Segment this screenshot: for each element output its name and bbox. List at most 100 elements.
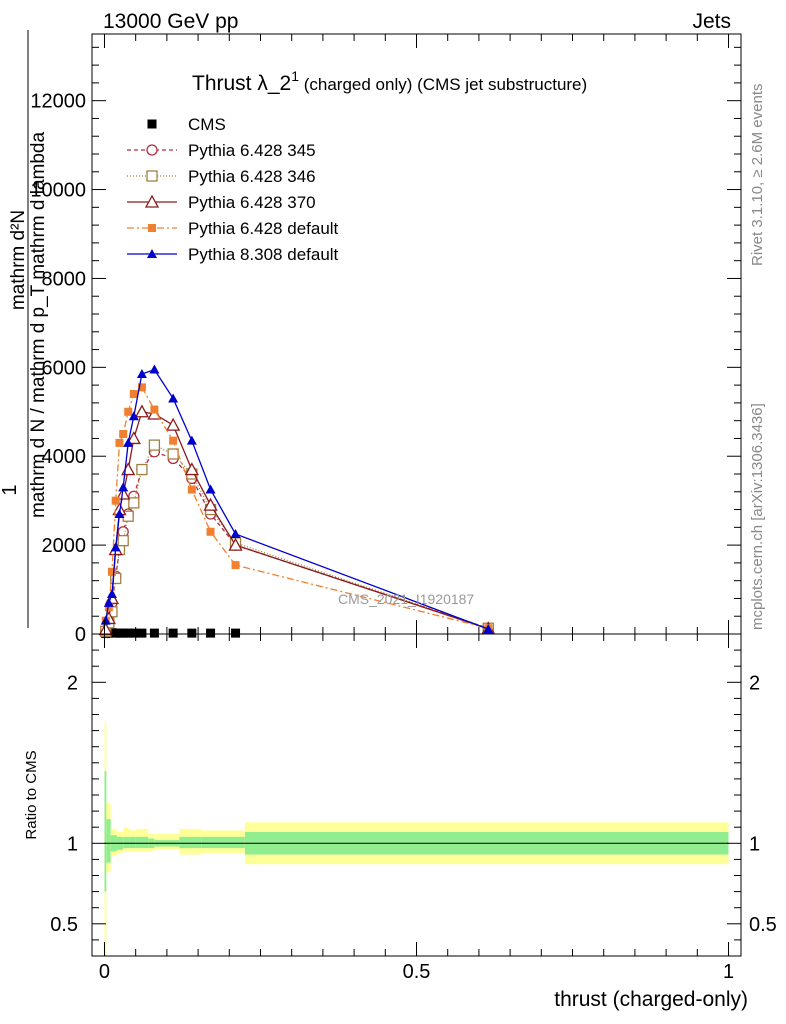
process-label: Jets bbox=[692, 10, 731, 33]
series-p8def bbox=[100, 364, 494, 634]
data-point-cms bbox=[231, 628, 241, 638]
data-point-p8def bbox=[128, 411, 139, 421]
chart-title: Thrust λ_21 (charged only) (CMS jet subs… bbox=[192, 68, 587, 95]
data-point-p6def bbox=[111, 496, 120, 505]
legend-label: Pythia 6.428 370 bbox=[188, 193, 316, 212]
title-main: Thrust λ_2 bbox=[192, 72, 291, 95]
data-point-p8def bbox=[230, 529, 241, 538]
data-point-p8def bbox=[123, 437, 134, 447]
main-ytick-label: 6000 bbox=[42, 357, 87, 379]
ratio-ytick-label: 0.5 bbox=[50, 914, 78, 936]
data-point-p370 bbox=[116, 486, 131, 500]
x-tick-label: 1 bbox=[723, 961, 734, 983]
main-ylabel-denominator: mathrm d N / mathrm d p_T mathrm d lambd… bbox=[28, 132, 49, 519]
legend-item-p6def: Pythia 6.428 default bbox=[127, 219, 339, 238]
legend-item-p345: Pythia 6.428 345 bbox=[127, 141, 316, 160]
ratio-ytick-label: 2 bbox=[67, 672, 78, 694]
data-point-p8def bbox=[136, 369, 147, 378]
legend-marker bbox=[147, 119, 157, 129]
data-point-cms bbox=[137, 628, 147, 638]
data-point-cms bbox=[206, 628, 216, 638]
ratio-ytick-label: 1 bbox=[67, 833, 78, 855]
main-ylabel-numerator: mathrm d²N bbox=[8, 210, 29, 310]
legend-marker bbox=[146, 170, 158, 182]
title-rest: (charged only) (CMS jet substructure) bbox=[299, 75, 587, 94]
data-point-p346 bbox=[136, 463, 148, 476]
data-point-p370 bbox=[228, 537, 243, 551]
data-point-p6def bbox=[129, 390, 138, 398]
data-point-p6def bbox=[104, 603, 113, 612]
data-point-p346 bbox=[148, 439, 161, 451]
main-ylabel: mathrm d²N 1 mathrm d N / mathrm d p_T m… bbox=[0, 30, 49, 628]
ratio-band-inner bbox=[135, 836, 149, 849]
main-ytick-label: 10000 bbox=[30, 180, 86, 202]
title-sup: 1 bbox=[291, 68, 299, 84]
legend-item-p370: Pythia 6.428 370 bbox=[127, 193, 316, 212]
ratio-band-inner bbox=[179, 836, 202, 849]
data-point-p8def bbox=[103, 597, 114, 607]
data-point-p8def bbox=[483, 624, 494, 634]
legend-marker bbox=[146, 144, 158, 156]
data-point-p8def bbox=[110, 542, 121, 552]
series-p6def bbox=[101, 383, 493, 633]
data-point-p370 bbox=[184, 462, 199, 476]
data-point-p6def bbox=[119, 430, 128, 438]
ratio-ytick-label-right: 1 bbox=[749, 833, 760, 855]
ratio-panel: 0.5 0.5 1 1 2 2 0 0.5 1 bbox=[50, 633, 777, 983]
legend-item-p346: Pythia 6.428 346 bbox=[127, 167, 316, 186]
legend-label: CMS bbox=[188, 115, 226, 134]
ratio-band-inner bbox=[129, 836, 136, 849]
data-point-cms bbox=[123, 628, 133, 638]
ratio-ytick-label-right: 2 bbox=[749, 672, 760, 694]
x-axis-label: thrust (charged-only) bbox=[554, 988, 748, 1011]
data-point-p346 bbox=[167, 448, 179, 460]
main-ytick-label: 4000 bbox=[42, 446, 87, 468]
data-point-p6def bbox=[206, 527, 215, 536]
legend-marker bbox=[144, 194, 160, 208]
ratio-band-inner bbox=[123, 836, 130, 849]
energy-label: 13000 GeV pp bbox=[103, 10, 238, 33]
data-point-p6def bbox=[137, 383, 146, 392]
data-point-cms bbox=[118, 628, 128, 638]
legend-marker bbox=[147, 249, 157, 258]
data-point-p370 bbox=[166, 417, 181, 431]
data-point-p6def bbox=[231, 561, 240, 570]
ratio-ytick-label-right: 0.5 bbox=[749, 914, 777, 936]
data-point-p6def bbox=[150, 405, 159, 414]
data-point-p370 bbox=[134, 404, 150, 418]
main-ytick-label: 0 bbox=[75, 624, 86, 646]
data-point-p370 bbox=[203, 497, 218, 511]
data-point-p8def bbox=[118, 482, 129, 492]
data-point-cms bbox=[168, 628, 178, 638]
ratio-ylabel: Ratio to CMS bbox=[23, 750, 40, 839]
data-point-p370 bbox=[98, 622, 113, 636]
data-point-p6def bbox=[107, 567, 116, 576]
main-ytick-label: 8000 bbox=[42, 268, 87, 290]
mcplots-label: mcplots.cern.ch [arXiv:1306.3436] bbox=[749, 403, 766, 630]
data-point-p8def bbox=[114, 509, 125, 518]
ratio-band-inner bbox=[201, 836, 245, 849]
legend-label: Pythia 6.428 345 bbox=[188, 141, 316, 160]
data-point-p8def bbox=[168, 393, 179, 403]
x-tick-label: 0 bbox=[99, 961, 110, 983]
legend-label: Pythia 6.428 default bbox=[188, 219, 339, 238]
legend-label: Pythia 6.428 346 bbox=[188, 167, 316, 186]
data-point-p8def bbox=[106, 589, 117, 598]
data-point-cms bbox=[149, 628, 159, 638]
rivet-version-label: Rivet 3.1.10, ≥ 2.6M events bbox=[749, 84, 766, 267]
analysis-watermark: CMS_2021_I1920187 bbox=[338, 591, 474, 607]
ratio-frame bbox=[91, 633, 742, 957]
data-point-p6def bbox=[187, 485, 196, 494]
main-ytick-label: 12000 bbox=[30, 91, 86, 113]
data-point-p346 bbox=[128, 497, 140, 509]
data-point-p8def bbox=[149, 364, 160, 374]
main-panel: 0 2000 4000 6000 8000 10000 12000 bbox=[30, 33, 742, 646]
data-point-p370 bbox=[121, 462, 136, 476]
data-point-p8def bbox=[186, 435, 197, 445]
data-point-p346 bbox=[117, 535, 129, 547]
data-point-cms bbox=[187, 628, 197, 638]
legend: CMS Pythia 6.428 345 Pythia 6.428 346 Pythi… bbox=[127, 115, 339, 264]
legend-item-cms: CMS bbox=[147, 115, 226, 134]
data-point-p6def bbox=[115, 438, 124, 447]
